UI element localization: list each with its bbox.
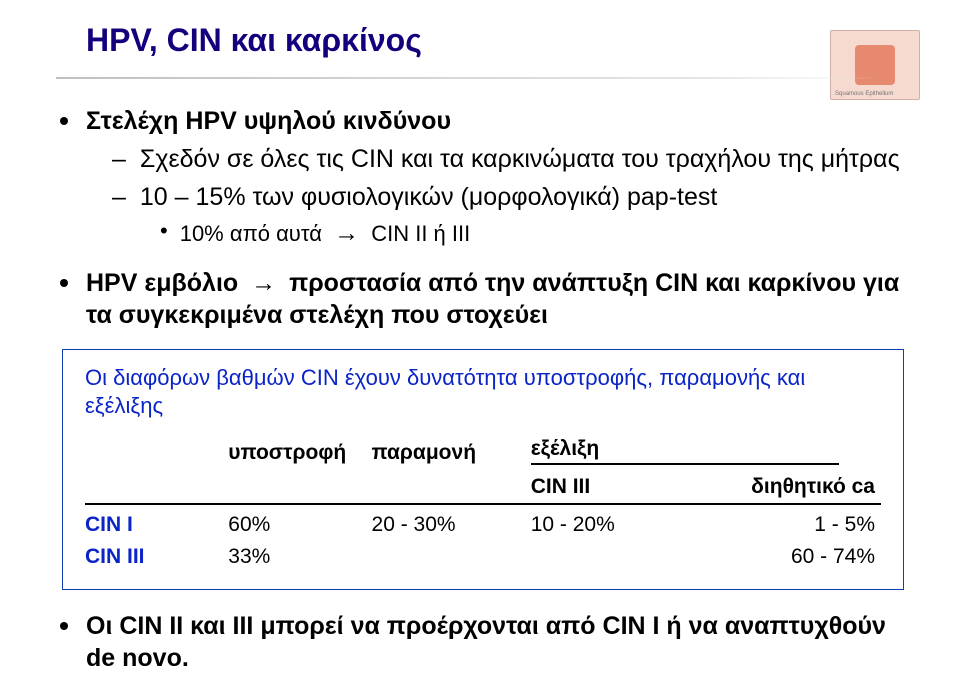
slide-root: Squamous Epithelium HPV, CIN και καρκίνο…: [0, 0, 960, 638]
arrow-icon: →: [251, 269, 276, 297]
row-stage: CIN III: [85, 541, 228, 573]
title-underline: [56, 77, 876, 79]
small-bullet-icon: •: [160, 217, 168, 245]
table-row: CIN III 33% 60 - 74%: [85, 541, 881, 573]
bullet-1-sub-1: – Σχεδόν σε όλες τις CIN και τα καρκινώμ…: [112, 143, 904, 175]
bullet-dot-icon: [60, 279, 68, 287]
bullet-2-text: HPV εμβόλιο → προστασία από την ανάπτυξη…: [86, 267, 904, 331]
callout-intro: Οι διαφόρων βαθμών CIN έχουν δυνατότητα …: [85, 364, 881, 419]
bullet-1-sub-2-text: 10 – 15% των φυσιολογικών (μορφολογικά) …: [140, 181, 717, 213]
bullet-1-sub-2a: • 10% από αυτά → CIN II ή III: [160, 217, 904, 249]
cell: 10 - 20%: [531, 504, 690, 541]
bullet-3-text: Οι CIN ΙΙ και ΙΙΙ μπορεί να προέρχονται …: [86, 610, 904, 674]
bullet-list: Στελέχη HPV υψηλού κινδύνου – Σχεδόν σε …: [60, 105, 904, 331]
col-progression-group: εξέλιξη: [531, 433, 881, 471]
bullet-list-2: Οι CIN ΙΙ και ΙΙΙ μπορεί να προέρχονται …: [60, 610, 904, 674]
row-stage: CIN I: [85, 504, 228, 541]
bullet-3: Οι CIN ΙΙ και ΙΙΙ μπορεί να προέρχονται …: [60, 610, 904, 674]
col-persistence: παραμονή: [372, 433, 531, 471]
bullet-1-sub-2: – 10 – 15% των φυσιολογικών (μορφολογικά…: [112, 181, 904, 249]
cell: 20 - 30%: [372, 504, 531, 541]
dash-icon: –: [112, 143, 126, 175]
col-regression: υποστροφή: [228, 433, 371, 471]
bullet-1-text: Στελέχη HPV υψηλού κινδύνου: [86, 105, 451, 137]
cell: 1 - 5%: [690, 504, 881, 541]
bullet-1: Στελέχη HPV υψηλού κινδύνου – Σχεδόν σε …: [60, 105, 904, 249]
arrow-icon: →: [334, 219, 359, 247]
bullet-2: HPV εμβόλιο → προστασία από την ανάπτυξη…: [60, 267, 904, 331]
col-invasive-ca: διηθητικό ca: [690, 471, 881, 504]
table-header-row-2: CIN III διηθητικό ca: [85, 471, 881, 504]
bullet-1-sub-2a-text: 10% από αυτά → CIN II ή III: [180, 217, 471, 249]
table-row: CIN I 60% 20 - 30% 10 - 20% 1 - 5%: [85, 504, 881, 541]
bullet-dot-icon: [60, 117, 68, 125]
cell: 33%: [228, 541, 371, 573]
bullet-1-sublist: – Σχεδόν σε όλες τις CIN και τα καρκινώμ…: [112, 143, 904, 249]
cell: [531, 541, 690, 573]
title-block: HPV, CIN και καρκίνος: [86, 22, 904, 85]
cin-progression-callout: Οι διαφόρων βαθμών CIN έχουν δυνατότητα …: [62, 349, 904, 590]
progression-underline: [531, 463, 839, 465]
cell: [372, 541, 531, 573]
anatomy-caption: Squamous Epithelium: [835, 91, 893, 97]
cin-progression-table: υποστροφή παραμονή εξέλιξη CIN III διηθη…: [85, 433, 881, 573]
col-cin3: CIN III: [531, 471, 690, 504]
cell: 60 - 74%: [690, 541, 881, 573]
slide-title: HPV, CIN και καρκίνος: [86, 22, 904, 59]
cell: 60%: [228, 504, 371, 541]
bullet-1-sub-2-sublist: • 10% από αυτά → CIN II ή III: [160, 217, 904, 249]
dash-icon: –: [112, 181, 126, 213]
bullet-1-sub-1-text: Σχεδόν σε όλες τις CIN και τα καρκινώματ…: [140, 143, 900, 175]
table-header-row-1: υποστροφή παραμονή εξέλιξη: [85, 433, 881, 471]
bullet-dot-icon: [60, 622, 68, 630]
